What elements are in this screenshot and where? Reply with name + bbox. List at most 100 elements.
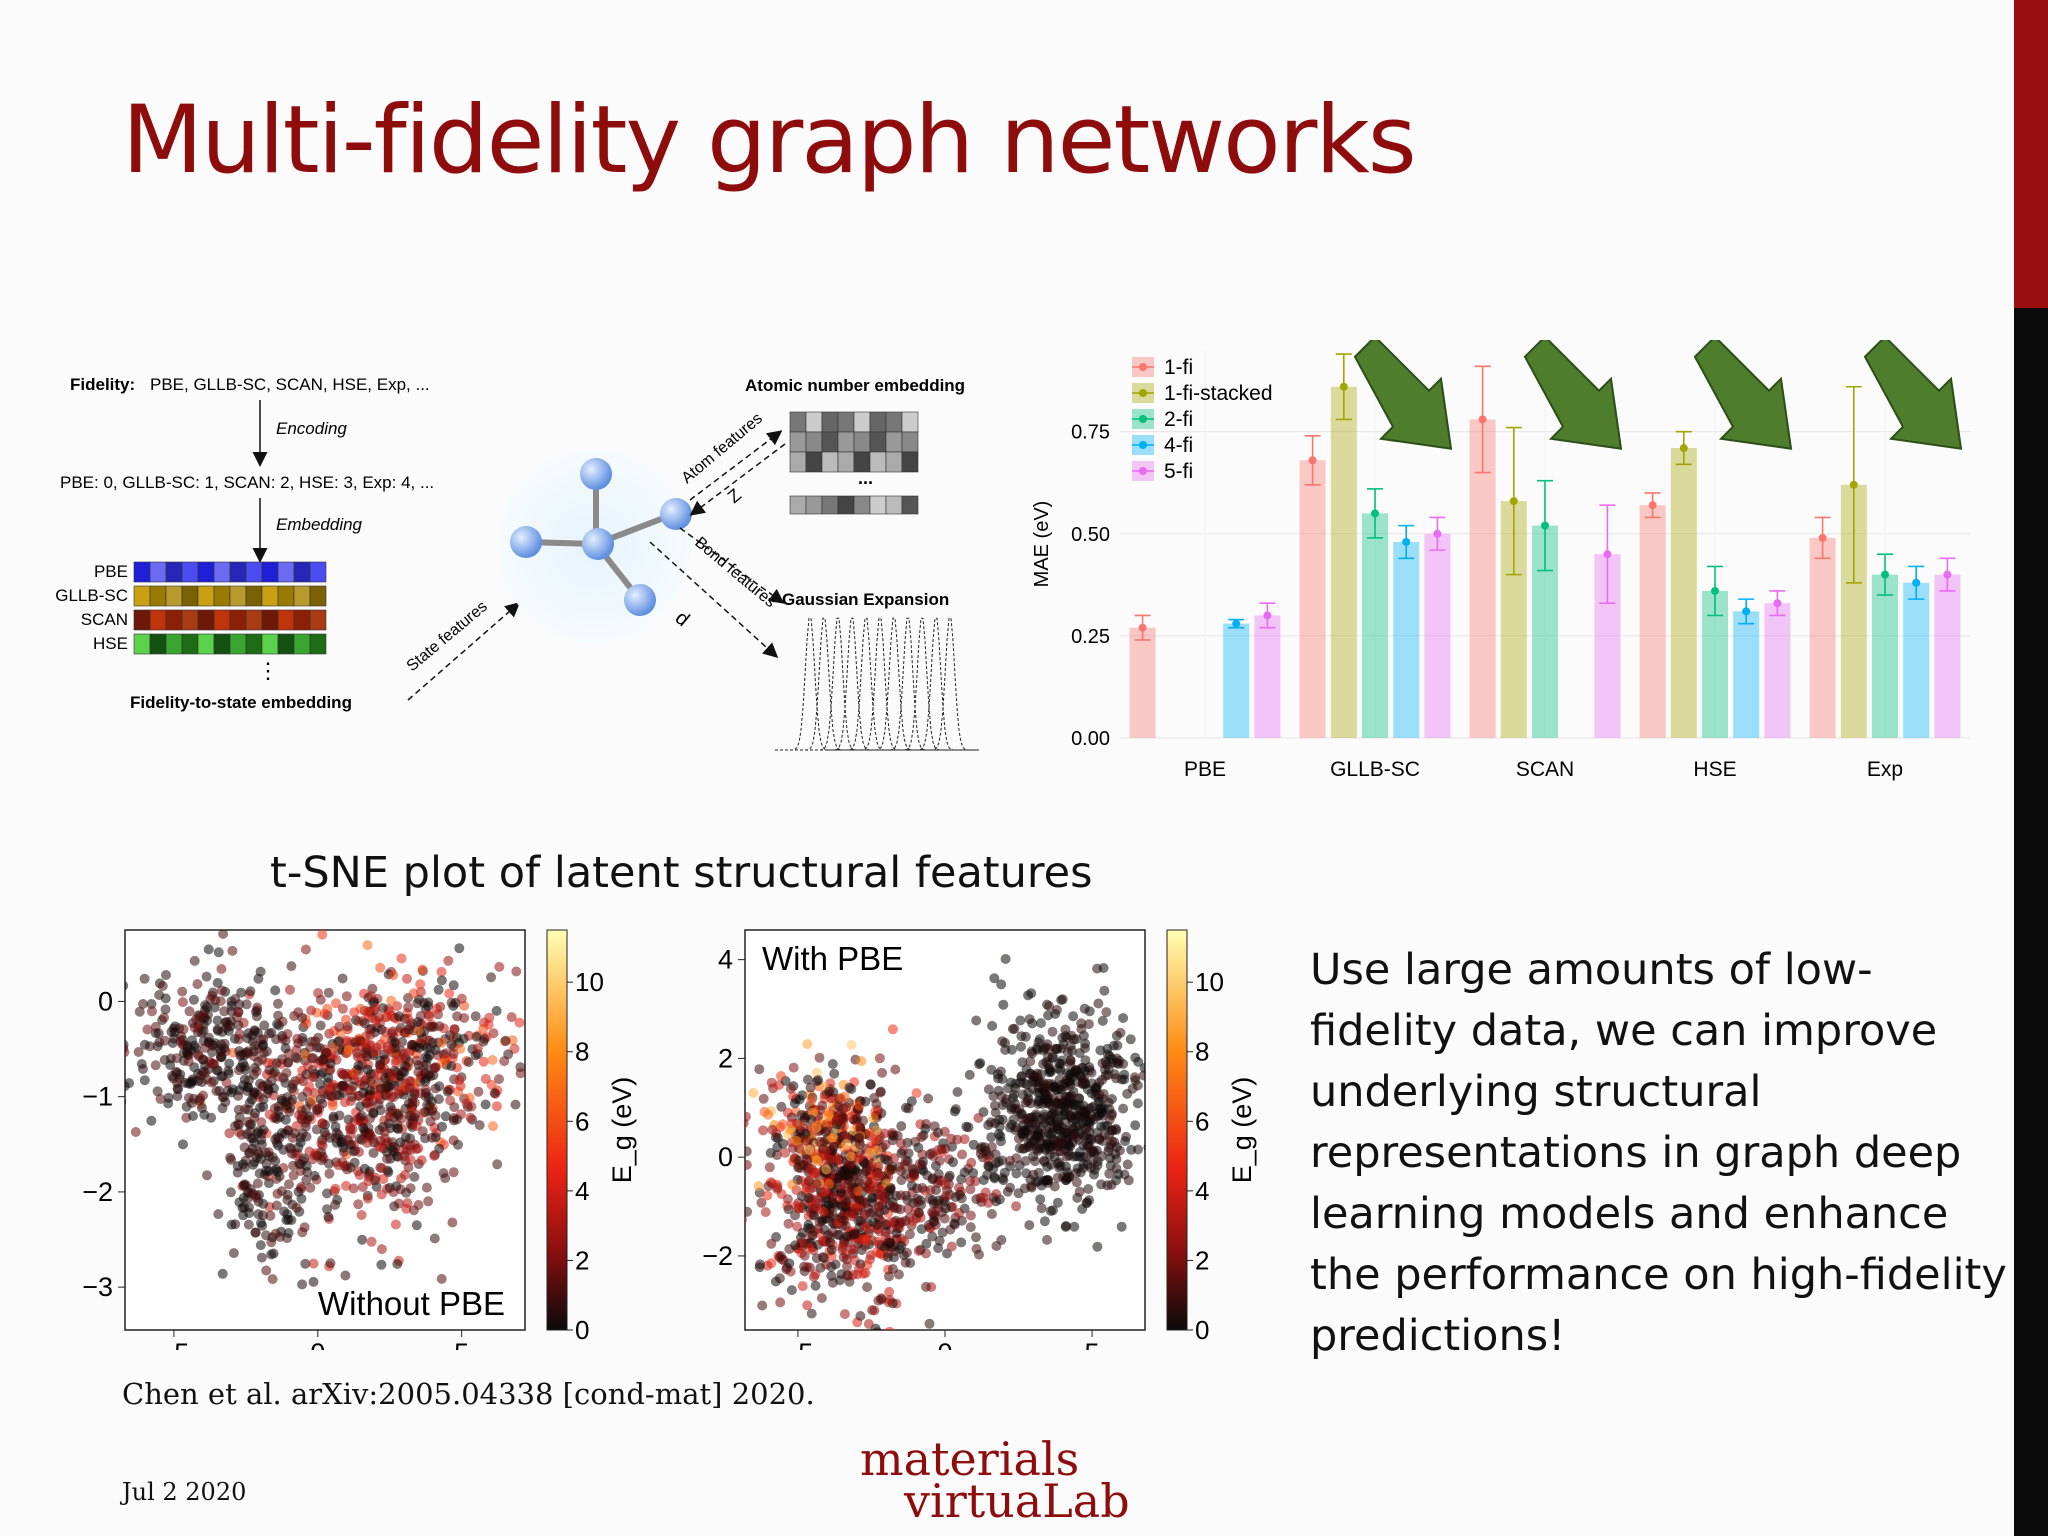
scatter-point [401, 1203, 412, 1214]
scatter-point [932, 1199, 943, 1210]
scatter-point [772, 1184, 783, 1195]
scatter-point [189, 955, 200, 966]
scatter-point [316, 1155, 327, 1166]
scatter-point [785, 1083, 796, 1094]
scatter-point [177, 986, 188, 997]
scatter-point [876, 1294, 887, 1305]
scatter-point [404, 1082, 415, 1093]
scatter-point [232, 1167, 243, 1178]
embedding-cell [213, 633, 231, 655]
scatter-point [1083, 1184, 1094, 1194]
scatter-point [762, 1190, 773, 1201]
scatter-point [1039, 1142, 1050, 1153]
x-tick-label: 0 [310, 1338, 325, 1350]
scatter-point [188, 994, 199, 1005]
scatter-point [299, 1222, 310, 1233]
scatter-point [252, 1089, 263, 1100]
scatter-point [243, 1219, 254, 1230]
scatter-point [256, 1218, 266, 1228]
scatter-point [421, 1088, 431, 1098]
scatter-point [1043, 1059, 1054, 1070]
scatter-point [430, 1062, 441, 1073]
scatter-point [261, 1230, 272, 1241]
scatter-point [1010, 1078, 1021, 1089]
scatter-point [991, 1196, 1002, 1207]
scatter-point [178, 1139, 188, 1150]
scatter-point [873, 1161, 884, 1172]
embedding-cell [277, 633, 295, 655]
scatter-point [446, 1039, 457, 1050]
embedding-cell [165, 561, 183, 583]
scatter-point [423, 1196, 434, 1207]
embedding-cell [149, 561, 167, 583]
scatter-point [348, 1067, 359, 1078]
scatter-point [443, 955, 454, 966]
mean-point [1232, 619, 1241, 628]
scatter-point [835, 1187, 846, 1198]
scatter-point [885, 1237, 896, 1248]
citation: Chen et al. arXiv:2005.04338 [cond-mat] … [122, 1377, 815, 1411]
scatter-point [940, 1203, 951, 1214]
scatter-point [408, 1205, 419, 1216]
scatter-point [348, 1183, 359, 1194]
scatter-point [891, 1228, 902, 1239]
scatter-point [136, 1059, 147, 1069]
embedding-row-label: GLLB-SC [55, 586, 128, 605]
scatter-point [324, 1168, 335, 1179]
scatter-point [515, 1068, 525, 1079]
scatter-point [762, 1260, 773, 1271]
scatter-point [243, 1104, 254, 1115]
scatter-point [409, 1139, 420, 1150]
scatter-point [433, 1094, 444, 1105]
embedding-cell [277, 609, 295, 631]
scatter-point [853, 1152, 864, 1163]
scatter-point [322, 1188, 332, 1199]
legend-point [1139, 441, 1147, 449]
scatter-point [756, 1197, 767, 1208]
scatter-point [238, 1210, 249, 1221]
scatter-point [343, 1114, 354, 1125]
scatter-point [1118, 1103, 1129, 1114]
scatter-point [433, 984, 444, 995]
scatter-point [353, 1090, 364, 1101]
mae-bar-chart: 0.00 0.25 0.50 0.75 PBE GLLB-SC SCAN HSE Exp MAE … [1031, 340, 1970, 781]
scatter-point [276, 1095, 287, 1106]
scatter-point [925, 1185, 936, 1196]
scatter-point [991, 1241, 1002, 1251]
scatter-point [923, 1093, 934, 1104]
scatter-point [1044, 1067, 1055, 1078]
embedding-cell [261, 633, 279, 655]
gaussian-label: Gaussian Expansion [782, 590, 949, 609]
embedding-cell [213, 585, 231, 607]
scatter-point [1032, 1043, 1042, 1053]
embedding-cell [133, 585, 151, 607]
scatter-point [272, 1113, 282, 1124]
y-tick-label: −1 [82, 1082, 113, 1112]
atom-embedding-cell [885, 431, 903, 453]
scatter-point [1036, 1018, 1046, 1029]
scatter-point [899, 1160, 910, 1171]
scatter-point [884, 1271, 894, 1282]
scatter-point [315, 1020, 326, 1031]
scatter-point [804, 1144, 815, 1155]
y-tick-label: −2 [82, 1177, 113, 1207]
embedding-cell [181, 561, 199, 583]
scatter-point [355, 1112, 365, 1123]
scatter-point [425, 1116, 436, 1127]
scatter-point [964, 1069, 975, 1080]
scatter-point [236, 987, 247, 998]
embedding-row-label: SCAN [81, 610, 128, 629]
scatter-point [862, 1176, 873, 1187]
scatter-point [511, 966, 522, 977]
colorbar [1166, 929, 1188, 1331]
embedding-cell [293, 633, 311, 655]
scatter-point [268, 1248, 279, 1259]
embedding-cell [261, 585, 279, 607]
legend-label: 4-fi [1164, 434, 1193, 457]
scatter-point [230, 993, 241, 1004]
scatter-point [245, 986, 256, 997]
scatter-point [1051, 1044, 1062, 1055]
scatter-point [436, 975, 447, 986]
scatter-point [341, 1180, 351, 1191]
scatter-point [1072, 1192, 1083, 1203]
